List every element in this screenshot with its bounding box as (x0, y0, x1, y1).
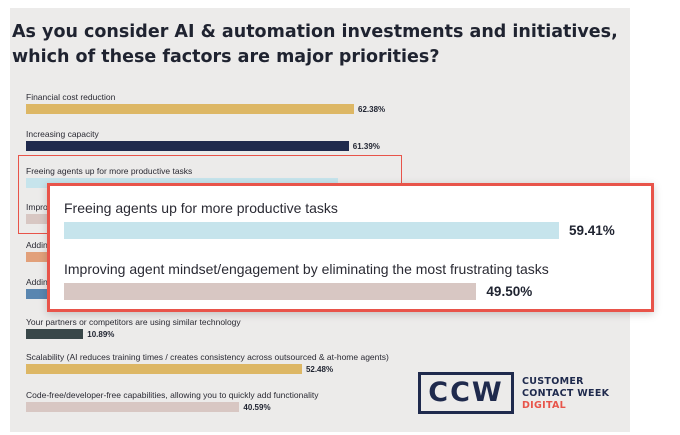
zoom-bar (64, 222, 559, 239)
chart-title: As you consider AI & automation investme… (12, 20, 618, 70)
bar-value-label: 40.59% (243, 403, 271, 412)
logo-line-digital: DIGITAL (522, 400, 567, 411)
bar (26, 402, 240, 412)
bar-value-label: 52.48% (305, 365, 334, 374)
bar-value-label: 61.39% (352, 142, 380, 151)
bar-label: Your partners or competitors are using s… (26, 317, 241, 327)
ccw-logo: CCW CUSTOMER CONTACT WEEK DIGITAL (418, 372, 618, 422)
ccw-logo-mark: CCW (418, 372, 514, 414)
zoom-callout: Freeing agents up for more productive ta… (47, 183, 654, 312)
bar (26, 141, 349, 151)
bar (26, 329, 84, 339)
bar-label: Scalability (AI reduces training times /… (26, 352, 389, 362)
bar-label: Impro (26, 202, 48, 212)
bar-label: Addin (26, 240, 48, 250)
zoom-bar-value-label: 49.50% (486, 284, 533, 299)
bar-label: Addin (26, 277, 48, 287)
bar-label: Freeing agents up for more productive ta… (26, 166, 193, 176)
bar (26, 364, 302, 374)
logo-line-contact-week: CONTACT WEEK (522, 388, 610, 399)
logo-line-customer: CUSTOMER (522, 376, 584, 387)
zoom-bar-value-label: 59.41% (569, 223, 615, 238)
bar (26, 104, 354, 114)
bar-label: Code-free/developer-free capabilities, a… (26, 390, 319, 400)
bar-value-label: 10.89% (87, 330, 115, 339)
chart-title-line-1: As you consider AI & automation investme… (12, 22, 618, 42)
zoom-bar-label: Freeing agents up for more productive ta… (64, 200, 338, 216)
bar-label: Financial cost reduction (26, 92, 116, 102)
zoom-bar (64, 283, 477, 300)
bar-value-label: 62.38% (358, 105, 386, 114)
chart-title-line-2: which of these factors are major priorit… (12, 47, 440, 67)
bar-label: Increasing capacity (26, 129, 99, 139)
zoom-bar-label: Improving agent mindset/engagement by el… (64, 261, 549, 277)
